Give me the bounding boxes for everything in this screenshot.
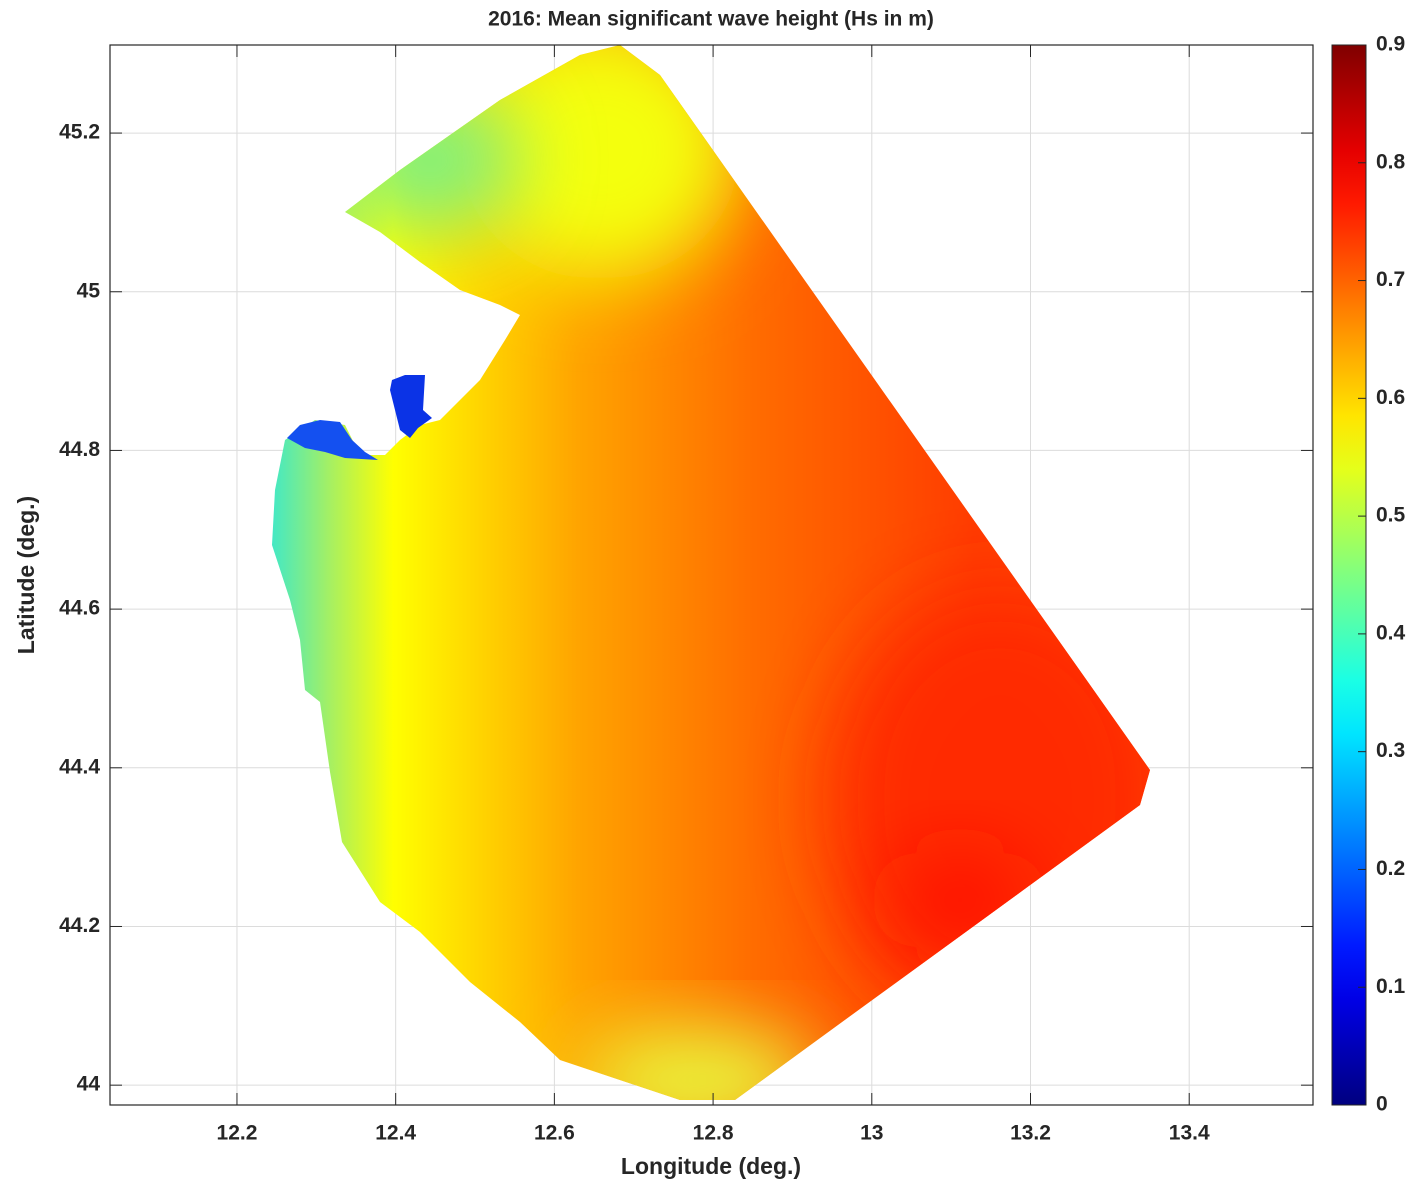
x-tick-label: 12.4: [375, 1122, 416, 1145]
colorbar-tick-label: 0.7: [1376, 268, 1405, 291]
colorbar-tick-label: 0.6: [1376, 386, 1405, 409]
x-tick-label: 13.2: [1010, 1122, 1051, 1145]
y-axis-label: Latitude (deg.): [13, 496, 39, 654]
axes-box: [109, 44, 1314, 1106]
y-tick-label: 44.2: [59, 914, 100, 937]
colorbar-tick-label: 0.5: [1376, 504, 1406, 527]
x-tick-label: 12.2: [217, 1122, 258, 1145]
y-tick-label: 44.8: [59, 438, 100, 461]
chart-title: 2016: Mean significant wave height (Hs i…: [488, 8, 934, 31]
colorbar-tick-label: 0: [1376, 1093, 1388, 1116]
colorbar-tick-label: 0.3: [1376, 739, 1405, 762]
x-tick-label: 13.4: [1169, 1122, 1210, 1145]
colorbar: [1331, 44, 1367, 1106]
plot-area: [109, 44, 1314, 1106]
x-axis-label: Longitude (deg.): [621, 1153, 801, 1179]
y-tick-label: 45: [77, 279, 101, 302]
colorbar-tick-label: 0.9: [1376, 33, 1405, 56]
x-tick-label: 13: [860, 1122, 883, 1145]
lagoon: [287, 420, 378, 460]
y-tick-label: 44.4: [59, 755, 100, 778]
y-tick-label: 44: [77, 1073, 101, 1096]
x-tick-label: 12.8: [693, 1122, 734, 1145]
colorbar-tick-label: 0.8: [1376, 150, 1406, 173]
colorbar-tick-label: 0.1: [1376, 975, 1406, 998]
lagoon: [390, 375, 432, 438]
y-tick-label: 45.2: [59, 121, 100, 144]
ticks: [110, 45, 1313, 1105]
colorbar-tick-label: 0.2: [1376, 857, 1405, 880]
colorbar-tick-label: 0.4: [1376, 621, 1406, 644]
x-tick-label: 12.6: [534, 1122, 575, 1145]
y-tick-label: 44.6: [59, 597, 100, 620]
